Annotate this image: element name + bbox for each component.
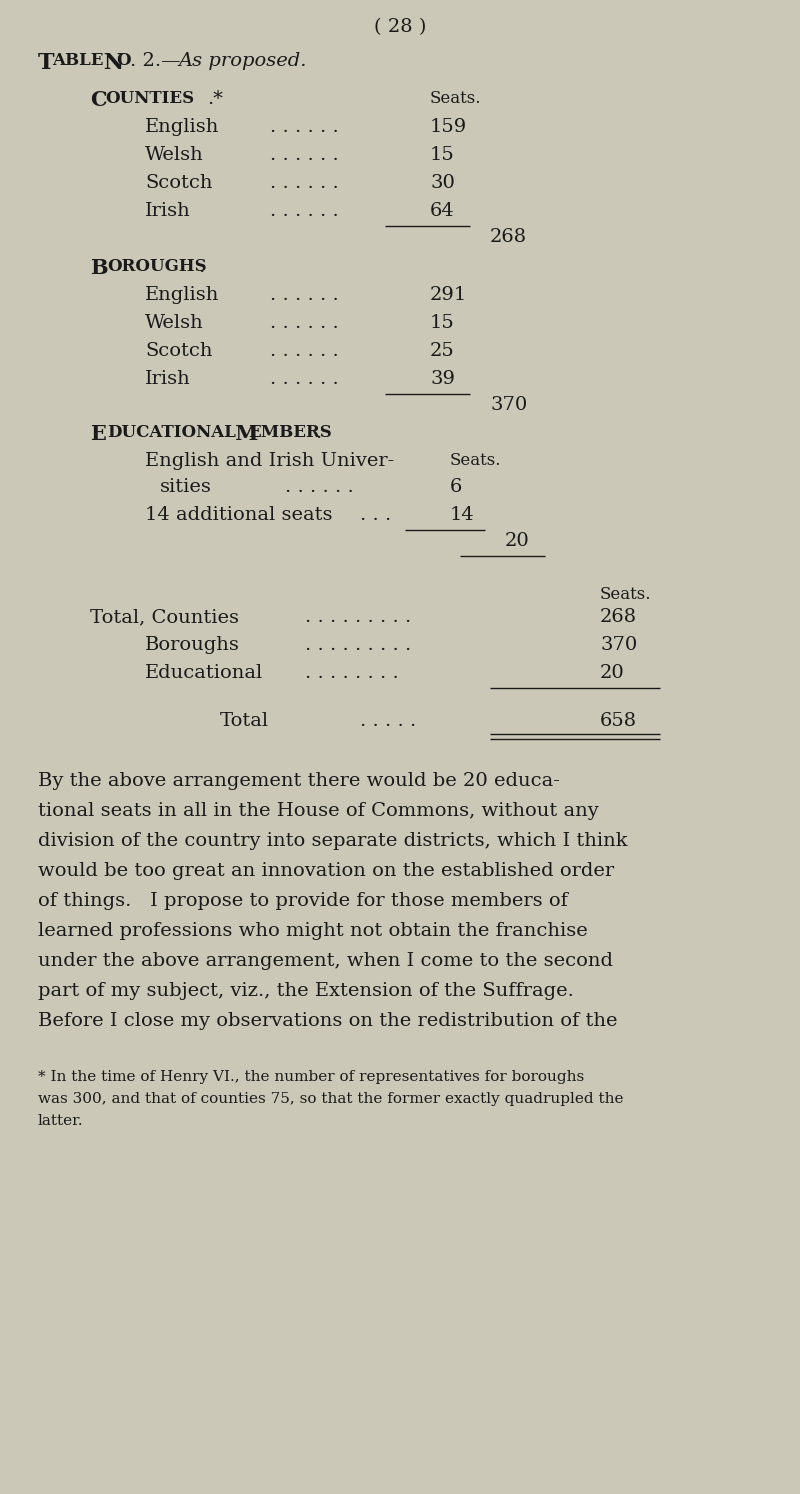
Text: Total: Total bbox=[220, 713, 269, 731]
Text: Scotch: Scotch bbox=[145, 342, 213, 360]
Text: . . . . . . . .: . . . . . . . . bbox=[305, 663, 398, 681]
Text: English and Irish Univer-: English and Irish Univer- bbox=[145, 453, 394, 471]
Text: Seats.: Seats. bbox=[450, 453, 502, 469]
Text: under the above arrangement, when I come to the second: under the above arrangement, when I come… bbox=[38, 952, 613, 970]
Text: 268: 268 bbox=[600, 608, 637, 626]
Text: 268: 268 bbox=[490, 229, 527, 247]
Text: . . . . . .: . . . . . . bbox=[270, 173, 338, 193]
Text: Seats.: Seats. bbox=[430, 90, 482, 108]
Text: . . .: . . . bbox=[360, 506, 391, 524]
Text: . . . . . .: . . . . . . bbox=[270, 314, 338, 332]
Text: latter.: latter. bbox=[38, 1115, 84, 1128]
Text: . . . . . .: . . . . . . bbox=[270, 146, 338, 164]
Text: Educational: Educational bbox=[145, 663, 263, 681]
Text: 159: 159 bbox=[430, 118, 467, 136]
Text: 291: 291 bbox=[430, 285, 467, 303]
Text: . . . . . .: . . . . . . bbox=[270, 202, 338, 220]
Text: sities: sities bbox=[160, 478, 212, 496]
Text: . . . . . . . . .: . . . . . . . . . bbox=[305, 636, 411, 654]
Text: . . . . . .: . . . . . . bbox=[270, 342, 338, 360]
Text: 14: 14 bbox=[450, 506, 474, 524]
Text: English: English bbox=[145, 118, 219, 136]
Text: Seats.: Seats. bbox=[600, 586, 651, 604]
Text: 658: 658 bbox=[600, 713, 637, 731]
Text: As proposed.: As proposed. bbox=[178, 52, 306, 70]
Text: . . . . . .: . . . . . . bbox=[285, 478, 354, 496]
Text: 15: 15 bbox=[430, 146, 454, 164]
Text: Welsh: Welsh bbox=[145, 314, 204, 332]
Text: would be too great an innovation on the established order: would be too great an innovation on the … bbox=[38, 862, 614, 880]
Text: . . . . . .: . . . . . . bbox=[270, 285, 338, 303]
Text: .: . bbox=[198, 258, 204, 276]
Text: 20: 20 bbox=[600, 663, 625, 681]
Text: M: M bbox=[228, 424, 258, 444]
Text: . 2.—: . 2.— bbox=[130, 52, 181, 70]
Text: DUCATIONAL: DUCATIONAL bbox=[107, 424, 236, 441]
Text: ABLE: ABLE bbox=[52, 52, 103, 69]
Text: . . . . .: . . . . . bbox=[360, 713, 416, 731]
Text: Boroughs: Boroughs bbox=[145, 636, 240, 654]
Text: English: English bbox=[145, 285, 219, 303]
Text: 39: 39 bbox=[430, 371, 455, 388]
Text: .: . bbox=[315, 424, 322, 442]
Text: Total, Counties: Total, Counties bbox=[90, 608, 239, 626]
Text: . . . . . .: . . . . . . bbox=[270, 118, 338, 136]
Text: 14 additional seats: 14 additional seats bbox=[145, 506, 333, 524]
Text: 370: 370 bbox=[600, 636, 638, 654]
Text: C: C bbox=[90, 90, 106, 111]
Text: 30: 30 bbox=[430, 173, 455, 193]
Text: N: N bbox=[96, 52, 124, 75]
Text: B: B bbox=[90, 258, 108, 278]
Text: of things.   I propose to provide for those members of: of things. I propose to provide for thos… bbox=[38, 892, 568, 910]
Text: 6: 6 bbox=[450, 478, 462, 496]
Text: .*: .* bbox=[207, 90, 223, 108]
Text: . . . . . . . . .: . . . . . . . . . bbox=[305, 608, 411, 626]
Text: was 300, and that of counties 75, so that the former exactly quadrupled the: was 300, and that of counties 75, so tha… bbox=[38, 1092, 623, 1106]
Text: ( 28 ): ( 28 ) bbox=[374, 18, 426, 36]
Text: * In the time of Henry VI., the number of representatives for boroughs: * In the time of Henry VI., the number o… bbox=[38, 1070, 584, 1085]
Text: Irish: Irish bbox=[145, 202, 190, 220]
Text: Welsh: Welsh bbox=[145, 146, 204, 164]
Text: O: O bbox=[116, 52, 130, 69]
Text: learned professions who might not obtain the franchise: learned professions who might not obtain… bbox=[38, 922, 588, 940]
Text: OROUGHS: OROUGHS bbox=[107, 258, 206, 275]
Text: 370: 370 bbox=[490, 396, 527, 414]
Text: division of the country into separate districts, which I think: division of the country into separate di… bbox=[38, 832, 628, 850]
Text: OUNTIES: OUNTIES bbox=[105, 90, 194, 108]
Text: EMBERS: EMBERS bbox=[248, 424, 332, 441]
Text: . . . . . .: . . . . . . bbox=[270, 371, 338, 388]
Text: tional seats in all in the House of Commons, without any: tional seats in all in the House of Comm… bbox=[38, 802, 598, 820]
Text: 64: 64 bbox=[430, 202, 454, 220]
Text: 20: 20 bbox=[505, 532, 530, 550]
Text: By the above arrangement there would be 20 educa-: By the above arrangement there would be … bbox=[38, 772, 560, 790]
Text: Scotch: Scotch bbox=[145, 173, 213, 193]
Text: T: T bbox=[38, 52, 54, 75]
Text: 25: 25 bbox=[430, 342, 454, 360]
Text: 15: 15 bbox=[430, 314, 454, 332]
Text: E: E bbox=[90, 424, 106, 444]
Text: Irish: Irish bbox=[145, 371, 190, 388]
Text: Before I close my observations on the redistribution of the: Before I close my observations on the re… bbox=[38, 1011, 618, 1029]
Text: part of my subject, viz., the Extension of the Suffrage.: part of my subject, viz., the Extension … bbox=[38, 982, 574, 999]
